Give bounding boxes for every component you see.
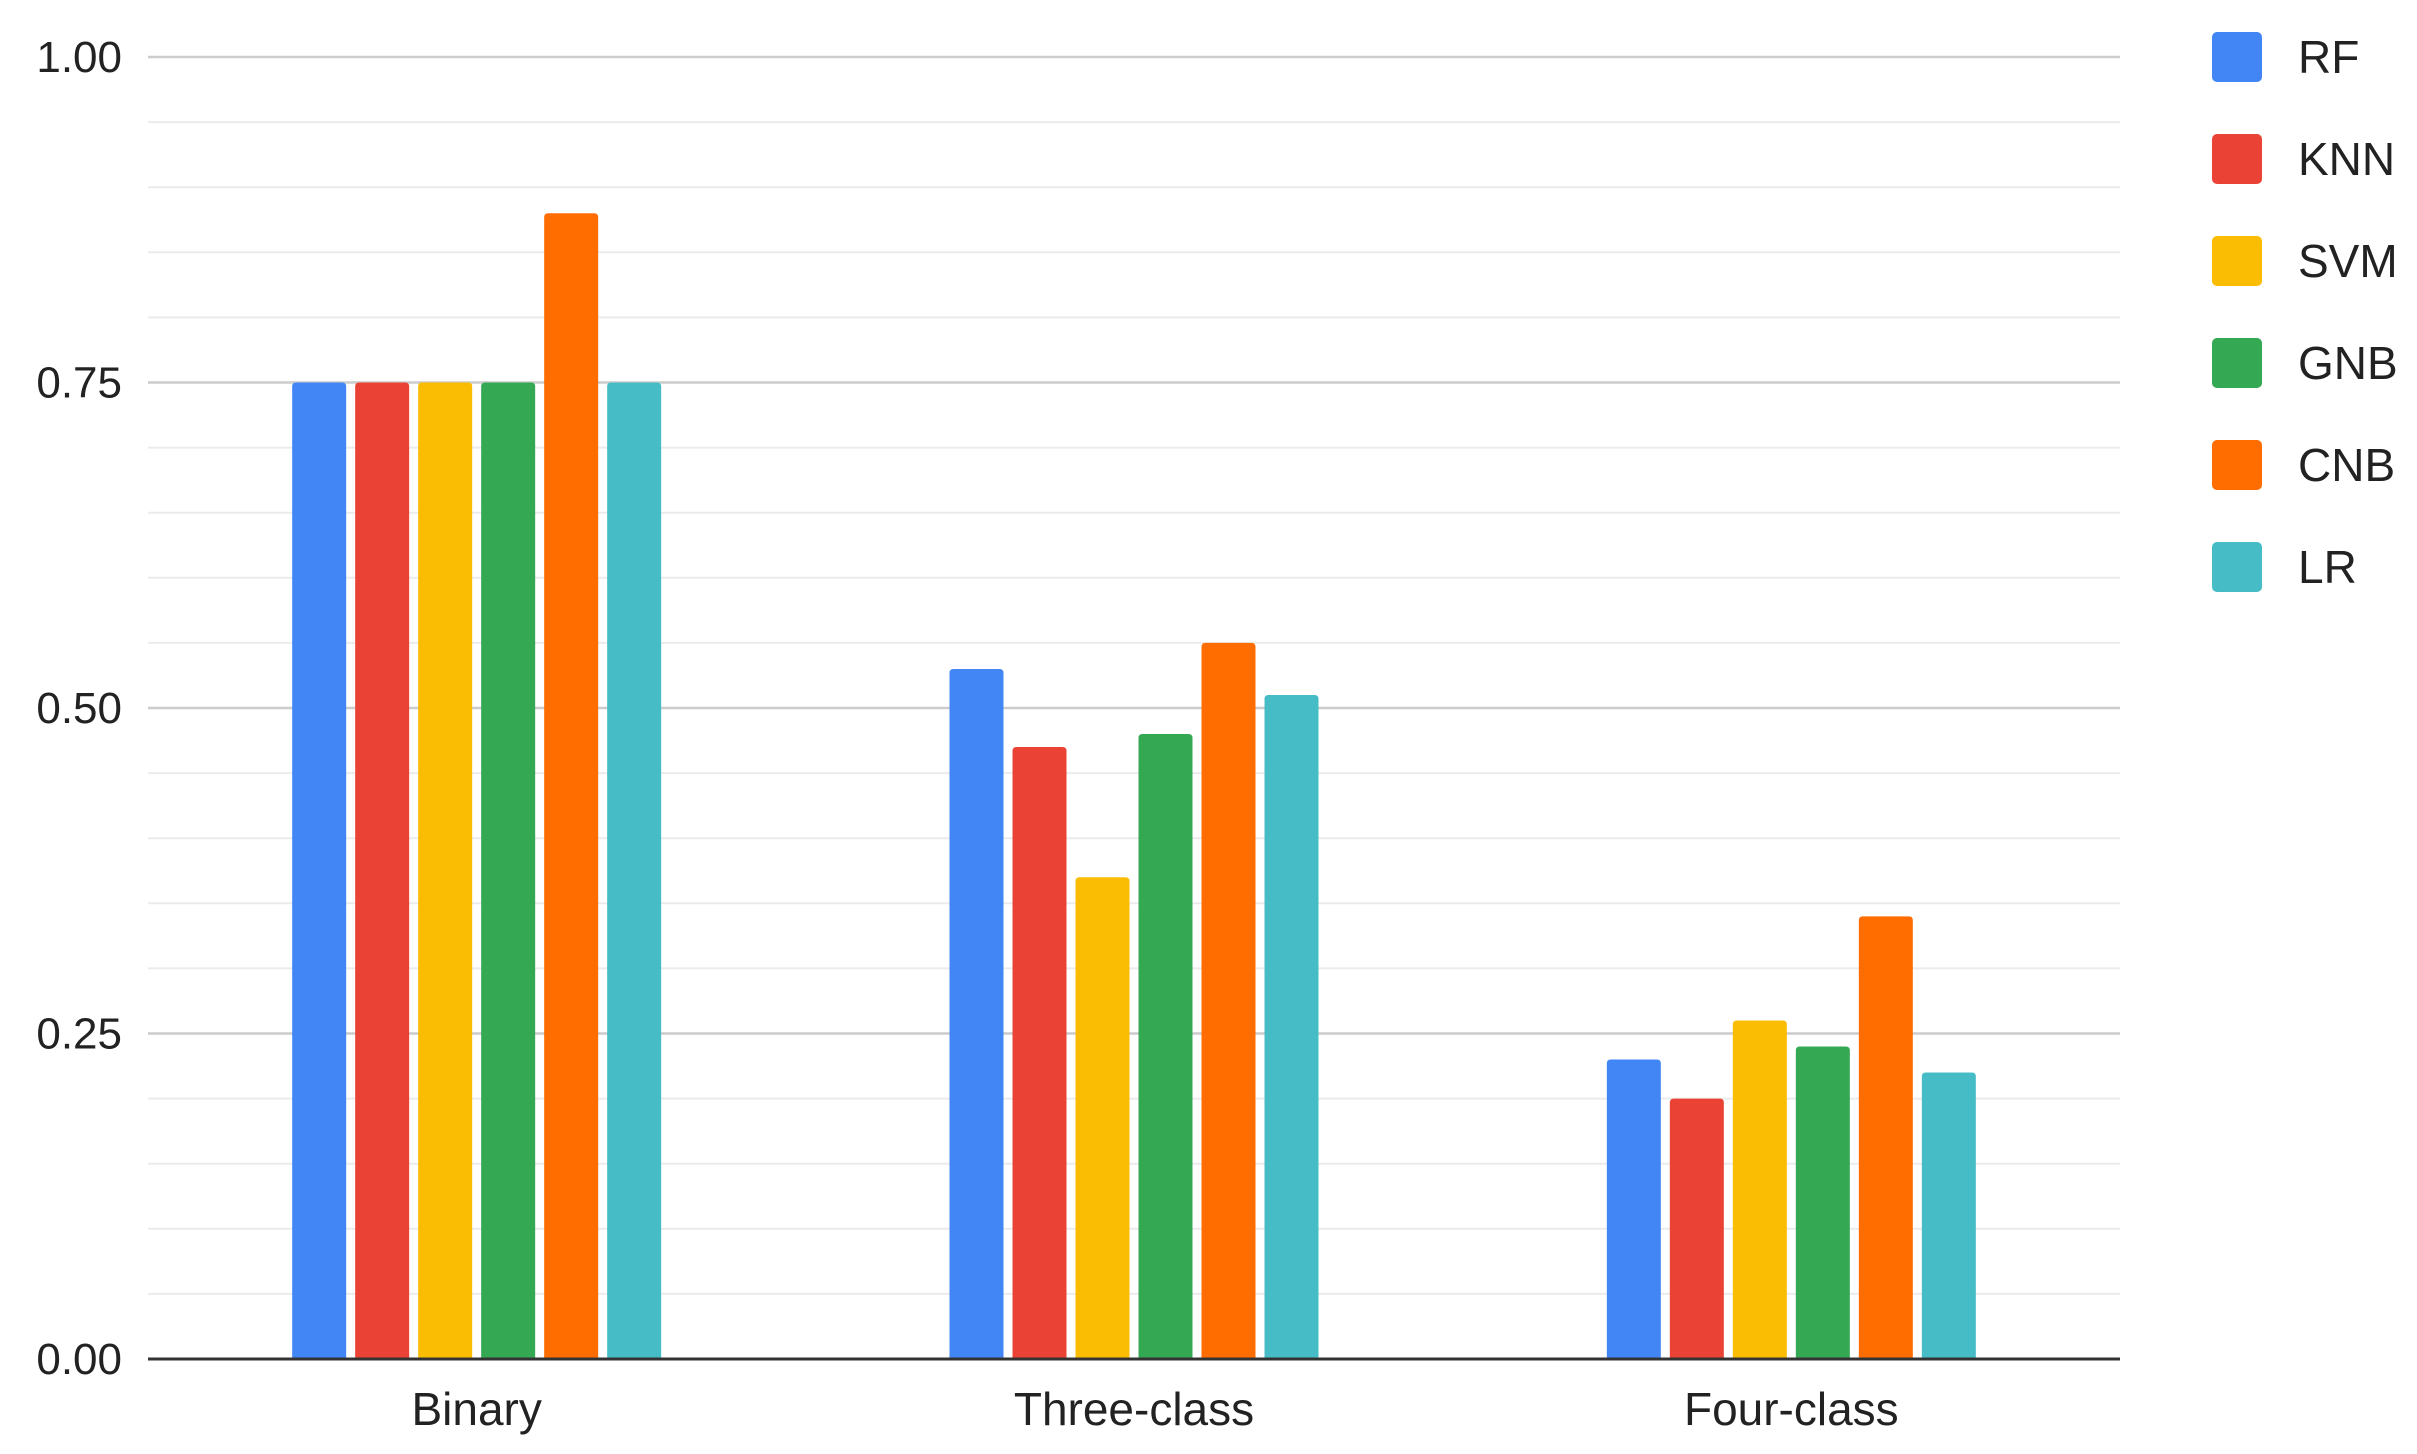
legend-label: SVM [2298,235,2398,287]
bar-gnb-four-class [1795,1046,1850,1359]
bar-cnb-binary [544,213,599,1360]
bar-cnb-four-class [1858,916,1913,1359]
bar-knn-four-class [1669,1098,1724,1359]
bar-rf-three-class [949,668,1004,1359]
legend-swatch [2212,542,2262,592]
legend-label: LR [2298,541,2357,593]
x-tick-label: Three-class [1014,1383,1254,1435]
legend-label: GNB [2298,337,2398,389]
bar-knn-three-class [1012,747,1067,1359]
legend-label: RF [2298,31,2359,83]
bar-lr-three-class [1264,694,1319,1359]
bar-rf-four-class [1606,1059,1661,1359]
bars [292,213,1976,1360]
bar-svm-binary [418,382,473,1359]
bar-knn-binary [355,382,410,1359]
legend-swatch [2212,32,2262,82]
bar-lr-four-class [1921,1072,1976,1359]
bar-svm-four-class [1732,1020,1787,1359]
legend-swatch [2212,236,2262,286]
y-tick-label: 0.25 [36,1010,122,1059]
y-tick-label: 1.00 [36,33,122,82]
legend-swatch [2212,134,2262,184]
grid-lines [148,55,2120,1295]
bar-gnb-binary [481,382,536,1359]
y-tick-label: 0.75 [36,359,122,408]
bar-rf-binary [292,382,347,1359]
legend-label: KNN [2298,133,2395,185]
bar-cnb-three-class [1201,642,1256,1359]
y-tick-label: 0.00 [36,1335,122,1384]
legend-swatch [2212,440,2262,490]
x-tick-label: Binary [411,1383,541,1435]
x-tick-label: Four-class [1684,1383,1899,1435]
bar-lr-binary [607,382,662,1359]
legend: RF KNN SVM GNB CNB LR [2212,31,2398,593]
bar-gnb-three-class [1138,734,1193,1359]
axes: 0.00 0.25 0.50 0.75 1.00 Binary Three-class Fou… [36,33,2120,1435]
bar-svm-three-class [1075,877,1130,1359]
legend-label: CNB [2298,439,2395,491]
legend-swatch [2212,338,2262,388]
y-tick-label: 0.50 [36,684,122,733]
